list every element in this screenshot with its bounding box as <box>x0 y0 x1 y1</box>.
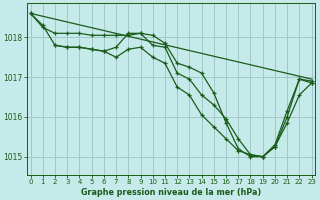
X-axis label: Graphe pression niveau de la mer (hPa): Graphe pression niveau de la mer (hPa) <box>81 188 261 197</box>
